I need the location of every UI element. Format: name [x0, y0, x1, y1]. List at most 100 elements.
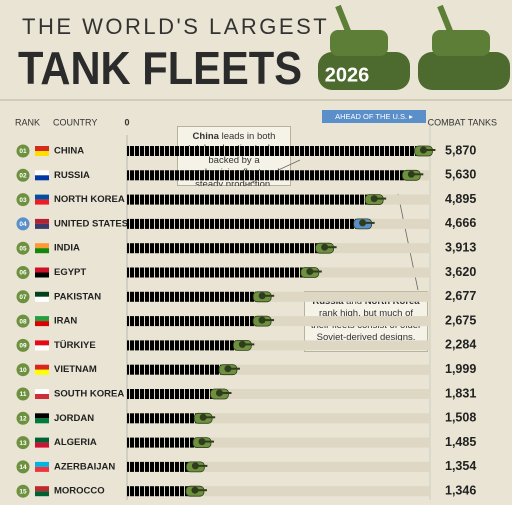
tank-illustration: [318, 4, 510, 90]
rank-header: RANK: [15, 117, 40, 127]
bar: [127, 316, 263, 327]
bar: [127, 340, 243, 351]
bar: [127, 218, 363, 229]
value-label: 5,870: [445, 143, 476, 157]
bar-track: [127, 389, 430, 399]
flag: [35, 486, 49, 492]
flag: [35, 437, 49, 443]
rank-label: 01: [19, 148, 27, 155]
rank-label: 02: [19, 173, 27, 180]
flag: [35, 296, 49, 302]
rank-badge: [16, 363, 30, 377]
bar: [127, 267, 310, 278]
x-tick-label: 0: [124, 117, 129, 127]
rank-label: 10: [19, 367, 27, 374]
flag: [35, 272, 49, 278]
value-label: 1,346: [445, 483, 476, 497]
rank-badge: [16, 290, 30, 304]
tank-icon: [193, 412, 216, 424]
rank-badge: [16, 266, 30, 279]
value-label: 4,666: [445, 216, 476, 230]
rank-label: 06: [19, 270, 27, 277]
rank-badge: [16, 460, 30, 474]
category-label: JORDAN: [54, 413, 94, 424]
tank-icon: [185, 461, 208, 473]
category-label: AZERBAIJAN: [54, 461, 115, 472]
tank-icon: [364, 194, 387, 206]
flag: [35, 364, 49, 370]
bar: [127, 243, 325, 254]
flag: [35, 321, 49, 327]
tank-icon: [414, 145, 436, 157]
flag: [35, 389, 49, 394]
flag: [35, 175, 49, 181]
tank-icon: [232, 339, 255, 351]
category-label: UNITED STATES: [54, 218, 128, 229]
chart-subtitle: TANK FLEETS: [18, 42, 302, 94]
flag: [35, 413, 49, 419]
rank-label: 03: [19, 197, 27, 204]
category-label: MOROCCO: [54, 486, 105, 497]
value-label: 4,895: [445, 192, 476, 206]
bar: [127, 194, 375, 205]
bar: [127, 291, 263, 302]
category-label: PAKISTAN: [54, 291, 101, 302]
rank-label: 11: [20, 391, 27, 398]
rank-badge: [16, 217, 30, 231]
tank-icon: [401, 169, 424, 181]
flag: [35, 267, 49, 273]
bar: [127, 413, 204, 424]
category-label: RUSSIA: [54, 170, 90, 181]
value-label: 3,620: [445, 265, 476, 279]
flag: [35, 151, 49, 156]
flag: [35, 461, 49, 467]
rank-badge: [16, 387, 30, 401]
flag: [35, 442, 49, 448]
bar: [127, 461, 196, 472]
rank-badge: [16, 241, 30, 255]
rank-badge: [16, 338, 30, 352]
rank-label: 13: [19, 440, 27, 447]
flag: [35, 418, 49, 424]
rank-label: 07: [19, 294, 27, 301]
value-label: 1,999: [445, 362, 476, 376]
flag: [35, 345, 49, 351]
reference-badge: [322, 110, 426, 123]
bar: [127, 364, 228, 375]
value-label: 2,284: [445, 338, 476, 352]
value-label: 1,508: [445, 411, 476, 425]
rank-label: 09: [19, 343, 27, 350]
rank-label: 04: [19, 221, 27, 228]
tank-icon: [185, 485, 207, 497]
rank-badge: [16, 193, 30, 207]
rank-label: 15: [19, 488, 27, 495]
rank-label: 08: [19, 318, 27, 325]
bar: [127, 146, 424, 156]
bar-track: [127, 364, 430, 375]
bar: [127, 437, 202, 448]
value-label: 1,831: [445, 386, 476, 400]
value-label: 1,485: [445, 435, 476, 449]
flag: [35, 194, 49, 200]
rank-label: 14: [19, 464, 27, 471]
category-label: NORTH KOREA: [54, 194, 125, 205]
rank-badge: [16, 484, 30, 498]
flag: [35, 199, 49, 205]
tank-icon: [218, 364, 240, 376]
chart-title: THE WORLD'S LARGEST: [22, 14, 329, 39]
tank-icon: [252, 315, 275, 327]
badge: 2026: [325, 64, 370, 86]
bar: [127, 170, 412, 181]
category-label: SOUTH KOREA: [54, 389, 124, 400]
flag: [35, 248, 49, 254]
tank-icon: [300, 267, 322, 278]
category-label: INDIA: [54, 243, 80, 254]
bar-track: [127, 340, 430, 351]
flag: [35, 170, 49, 176]
rank-badge: [16, 436, 30, 450]
value-label: 1,354: [445, 459, 476, 473]
bar: [127, 389, 220, 399]
category-label: CHINA: [54, 146, 84, 157]
value-label: 2,675: [445, 313, 476, 327]
country-header: COUNTRY: [53, 117, 97, 127]
